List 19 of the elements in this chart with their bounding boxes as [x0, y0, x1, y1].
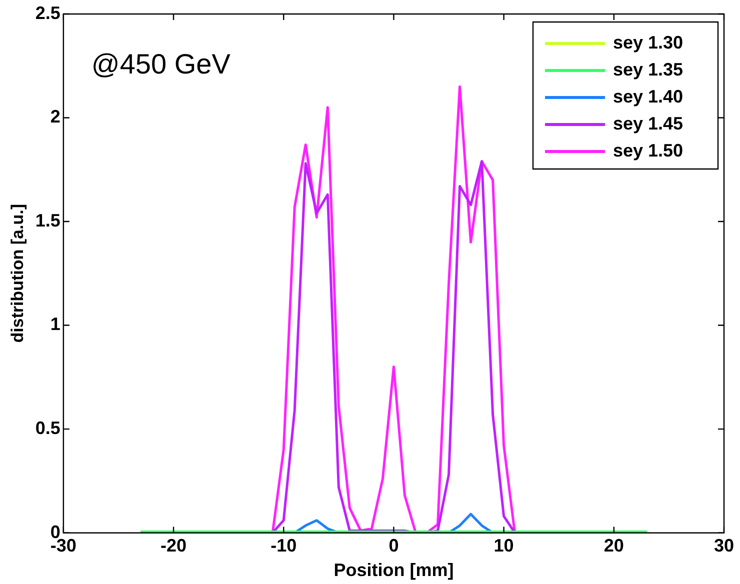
y-tick-label: 1 — [50, 314, 60, 334]
y-tick-label: 0.5 — [35, 418, 60, 438]
x-tick-label: 0 — [388, 536, 399, 556]
x-tick-label: 20 — [604, 536, 624, 556]
legend-label: sey 1.40 — [613, 86, 684, 106]
x-axis-title: Position [mm] — [334, 560, 454, 580]
y-tick-label: 1.5 — [35, 210, 60, 230]
x-tick-label: 10 — [494, 536, 514, 556]
y-axis-title: distribution [a.u.] — [8, 204, 27, 343]
y-tick-label: 2 — [50, 106, 60, 127]
legend-label: sey 1.45 — [613, 113, 684, 134]
legend-label: sey 1.35 — [613, 59, 684, 80]
x-tick-label: -20 — [160, 536, 187, 556]
legend-label: sey 1.50 — [613, 140, 684, 160]
legend-label: sey 1.30 — [613, 32, 684, 52]
annotation: @450 GeV — [91, 48, 231, 80]
x-tick-label: -10 — [270, 536, 297, 556]
x-tick-label: 30 — [714, 536, 734, 556]
y-tick-label: 2.5 — [35, 2, 60, 23]
